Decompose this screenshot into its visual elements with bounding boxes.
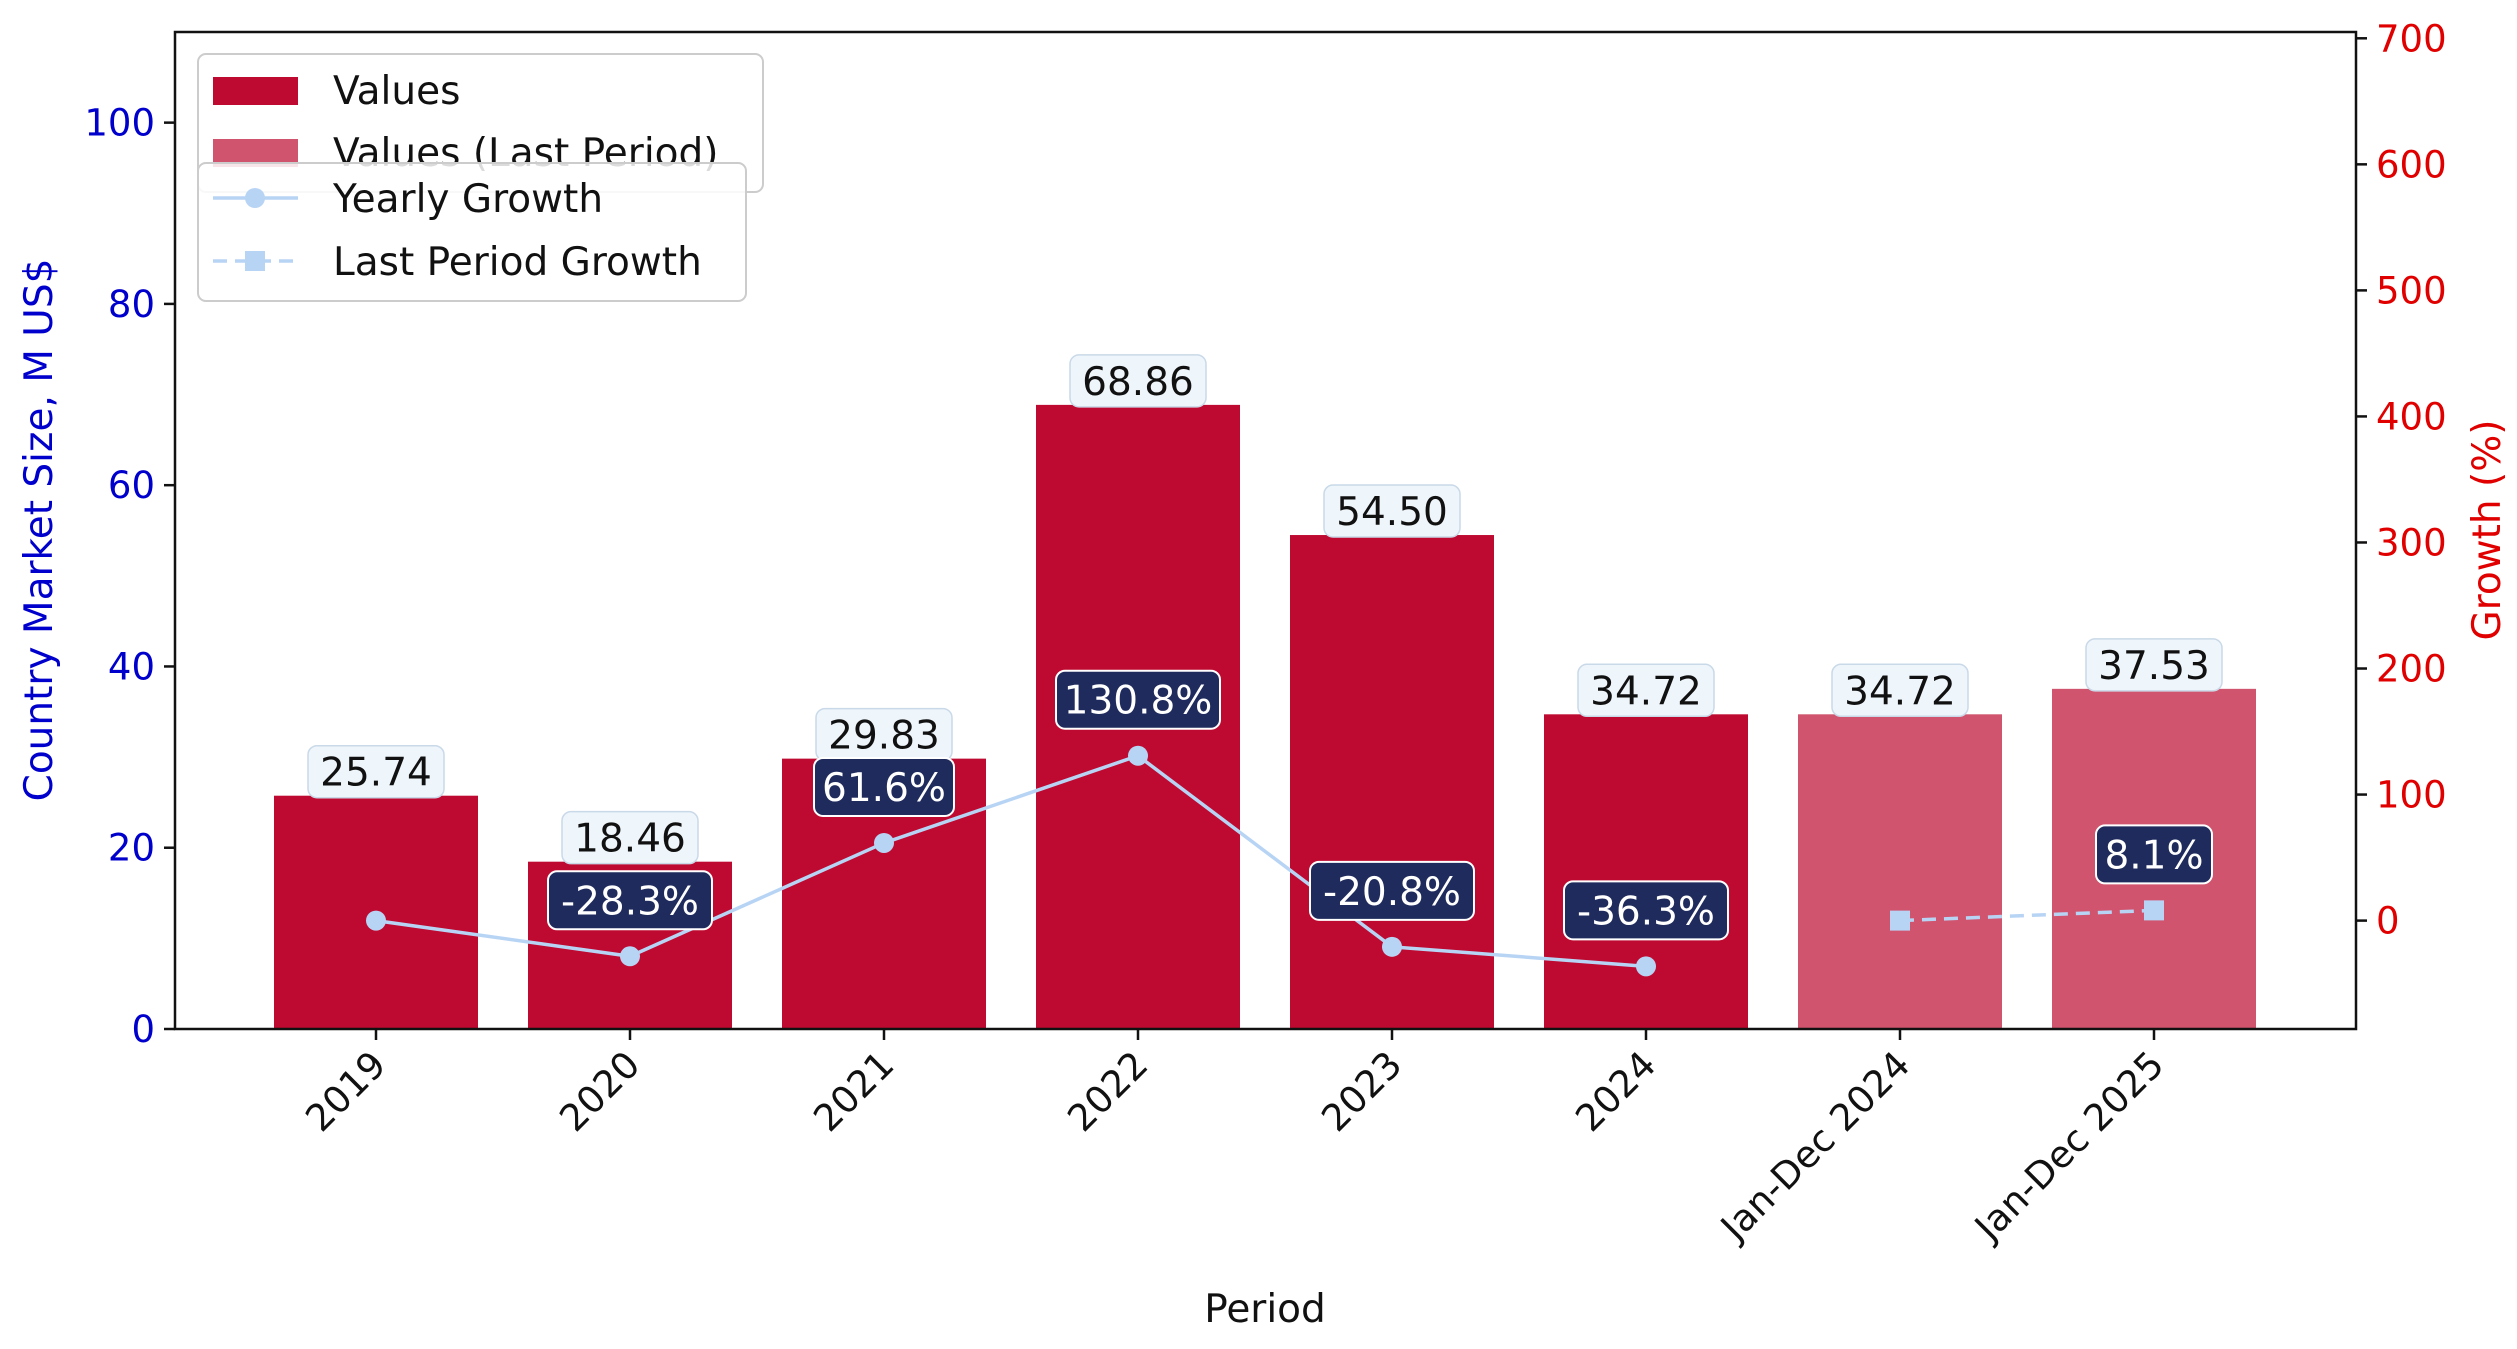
marker-yearly-growth-2019 — [366, 910, 386, 931]
y2-tick-label-600: 600 — [2376, 143, 2447, 186]
legend-box-growth — [197, 162, 747, 302]
bar-value-label-jan-dec-2025: 37.53 — [2098, 644, 2210, 689]
growth-label-box-2020 — [547, 870, 713, 931]
x-tick-label-2023: 2023 — [1313, 1043, 1410, 1140]
legend-swatch-values — [213, 77, 298, 105]
x-tick-label-2024: 2024 — [1567, 1043, 1664, 1140]
y-tick-label-40: 40 — [108, 645, 155, 688]
plot-frame — [173, 30, 2358, 1031]
x-tick-label-2021: 2021 — [805, 1043, 902, 1140]
marker-last-period-growth-jan-dec-2024 — [1890, 910, 1910, 931]
y2-tick-label-100: 100 — [2376, 774, 2447, 817]
lines-layer — [366, 745, 2164, 977]
y2-tick-label-400: 400 — [2376, 395, 2447, 438]
x-tick-label-jan-dec-2025: Jan-Dec 2025 — [1965, 1043, 2172, 1250]
legend-marker-yearly-growth — [245, 188, 265, 208]
growth-label-box-2024 — [1563, 880, 1729, 941]
bar-value-box-jan-dec-2024 — [1831, 663, 1969, 718]
bar-value-box-2024 — [1577, 663, 1715, 718]
x-axis-title: Period — [1204, 1287, 1326, 1332]
legend-label-yearly-growth: Yearly Growth — [332, 177, 603, 222]
y-tick-label-0: 0 — [131, 1008, 155, 1051]
legend-label-values: Values — [333, 69, 460, 114]
marker-yearly-growth-2023 — [1382, 936, 1402, 957]
x-tick-label-jan-dec-2024: Jan-Dec 2024 — [1711, 1043, 1918, 1250]
y2-tick-label-500: 500 — [2376, 269, 2447, 312]
line-yearly-growth — [375, 753, 1647, 969]
marker-yearly-growth-2022 — [1128, 745, 1148, 766]
growth-label-2020: -28.3% — [561, 879, 699, 924]
growth-label-2021: 61.6% — [822, 766, 946, 811]
bar-value-label-2019: 25.74 — [320, 751, 432, 796]
y-tick-label-80: 80 — [108, 283, 155, 326]
marker-last-period-growth-jan-dec-2025 — [2144, 900, 2164, 921]
marker-yearly-growth-2021 — [874, 832, 894, 853]
y-axis-title-left: Country Market Size, M US$ — [17, 259, 62, 802]
y2-tick-label-700: 700 — [2376, 17, 2447, 60]
bar-value-label-2021: 29.83 — [828, 714, 940, 759]
x-tick-label-2019: 2019 — [297, 1043, 394, 1140]
bar-values-2024 — [1544, 714, 1748, 1029]
marker-yearly-growth-2020 — [620, 946, 640, 967]
growth-label-jan-dec-2025: 8.1% — [2104, 833, 2203, 878]
marker-yearly-growth-2024 — [1636, 956, 1656, 977]
growth-label-box-2022 — [1055, 669, 1221, 730]
y-tick-label-20: 20 — [108, 827, 155, 870]
growth-label-box-2021 — [813, 756, 955, 817]
x-tick-label-2022: 2022 — [1059, 1043, 1156, 1140]
bar-value-label-2023: 54.50 — [1336, 490, 1448, 535]
y2-tick-label-0: 0 — [2376, 900, 2400, 943]
bar-value-label-jan-dec-2024: 34.72 — [1844, 669, 1956, 714]
bar-values-last-period-jan-dec-2024 — [1798, 714, 2002, 1029]
bar-value-box-2023 — [1323, 484, 1461, 538]
labels-layer: 25.74 18.46 29.83 68.86 54.50 34.72 34.72 37.53… — [307, 354, 2223, 941]
bar-value-box-2019 — [307, 744, 445, 799]
line-last-period-growth — [1899, 908, 2155, 923]
growth-label-box-jan-dec-2025 — [2095, 824, 2213, 885]
bar-value-label-2020: 18.46 — [574, 817, 686, 862]
bar-value-box-2022 — [1069, 354, 1207, 408]
legend-marker-last-period-growth — [245, 251, 265, 271]
y-tick-label-100: 100 — [84, 102, 155, 145]
bar-value-label-2024: 34.72 — [1590, 669, 1702, 714]
y-axis-title-right: Growth (%) — [2465, 419, 2510, 640]
x-tick-label-2020: 2020 — [551, 1043, 648, 1140]
y2-tick-label-300: 300 — [2376, 521, 2447, 564]
bar-value-box-2020 — [561, 810, 699, 865]
growth-label-2024: -36.3% — [1577, 889, 1715, 934]
y2-tick-label-200: 200 — [2376, 648, 2447, 691]
legend-label-last-period-growth: Last Period Growth — [333, 240, 702, 285]
growth-label-2023: -20.8% — [1323, 870, 1461, 915]
y-tick-label-60: 60 — [108, 464, 155, 507]
growth-label-box-2023 — [1309, 860, 1475, 921]
bar-value-label-2022: 68.86 — [1082, 360, 1194, 405]
bar-value-box-jan-dec-2025 — [2085, 638, 2223, 692]
growth-label-2022: 130.8% — [1064, 679, 1213, 724]
